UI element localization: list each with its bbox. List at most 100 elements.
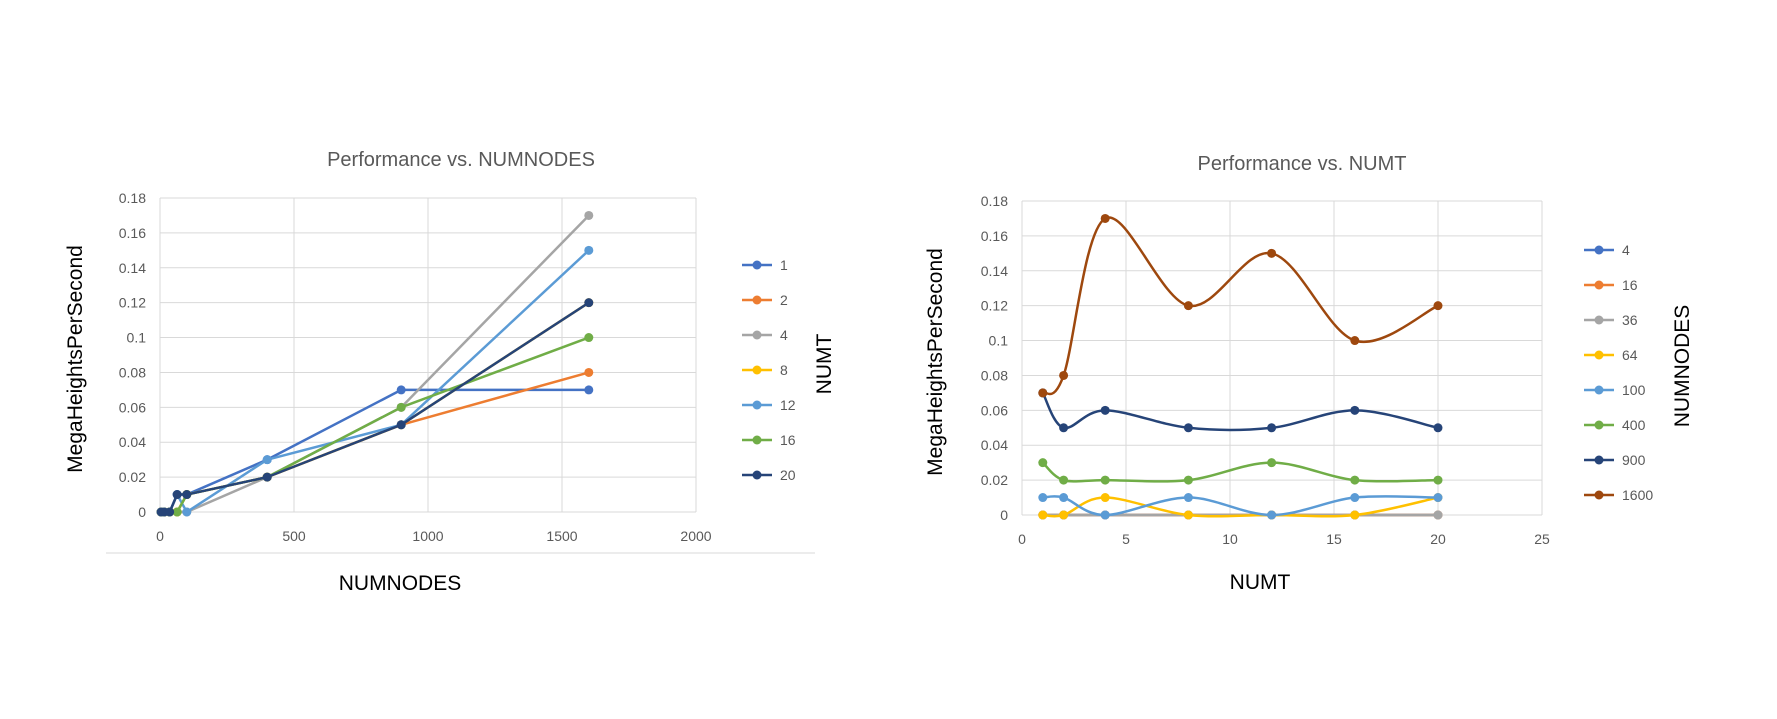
series-12 — [156, 245, 594, 517]
x-tick-label: 25 — [1534, 531, 1550, 547]
data-point — [1350, 336, 1360, 346]
data-point — [1100, 510, 1110, 520]
legend-item: 400 — [1584, 417, 1646, 433]
legend-item: 16 — [742, 432, 796, 448]
legend-swatch-marker — [1594, 350, 1604, 360]
data-point — [1350, 405, 1360, 415]
data-point — [1350, 510, 1360, 520]
legend-item: 100 — [1584, 382, 1646, 398]
x-tick-label: 1500 — [546, 528, 577, 544]
legend-swatch-marker — [752, 330, 762, 340]
legend-label: 16 — [780, 432, 796, 448]
data-point — [1267, 248, 1277, 258]
legend-label: 4 — [1622, 242, 1630, 258]
legend-label: 400 — [1622, 417, 1646, 433]
x-tick-label: 15 — [1326, 531, 1342, 547]
y-tick-label: 0.06 — [981, 402, 1008, 418]
data-point — [1267, 458, 1277, 468]
data-point — [1183, 423, 1193, 433]
data-point — [1038, 388, 1048, 398]
y-tick-label: 0.04 — [981, 437, 1008, 453]
legend-swatch-marker — [1594, 245, 1604, 255]
data-point — [1183, 493, 1193, 503]
data-point — [1183, 475, 1193, 485]
data-point — [1350, 475, 1360, 485]
data-point — [262, 455, 272, 465]
gridlines — [159, 197, 697, 513]
legend-swatch-marker — [1594, 280, 1604, 290]
data-point — [262, 472, 272, 482]
y-tick-label: 0.12 — [119, 295, 146, 311]
legend-label: 1 — [780, 257, 788, 273]
data-point — [172, 490, 182, 500]
y-tick-label: 0.08 — [119, 364, 146, 380]
y-axis-label: MegaHeightsPerSecond — [924, 248, 947, 476]
legend-swatch-marker — [1594, 490, 1604, 500]
x-tick-label: 0 — [1018, 531, 1026, 547]
data-point — [1433, 475, 1443, 485]
data-point — [584, 245, 594, 255]
y-tick-label: 0.08 — [981, 367, 1008, 383]
series-group — [1038, 213, 1443, 520]
legend-swatch-marker — [1594, 315, 1604, 325]
tick-labels: 0 0.02 0.04 0.06 0.08 0.1 0.12 0.14 0.16 0.18 0 5 10… — [981, 193, 1550, 547]
series-line — [159, 388, 591, 514]
legend-label: 36 — [1622, 312, 1638, 328]
legend-item: 2 — [742, 292, 788, 308]
data-point — [1038, 458, 1048, 468]
data-point — [584, 367, 594, 377]
tick-labels: 0 0.02 0.04 0.06 0.08 0.1 0.12 0.14 0.16 0.18 0 500… — [119, 190, 712, 544]
x-tick-label: 2000 — [680, 528, 711, 544]
legend-item: 1 — [742, 257, 788, 273]
legend-item: 36 — [1584, 312, 1638, 328]
data-point — [1100, 405, 1110, 415]
data-point — [1059, 510, 1069, 520]
x-tick-label: 5 — [1122, 531, 1130, 547]
legend-label: 16 — [1622, 277, 1638, 293]
chart-title: Performance vs. NUMT — [1198, 153, 1407, 175]
data-point — [1350, 493, 1360, 503]
performance-vs-numnodes-chart: Performance vs. NUMNODES NUMNODES MegaHe… — [64, 149, 836, 595]
y-tick-label: 0.16 — [119, 225, 146, 241]
series-20 — [156, 298, 594, 517]
y-tick-label: 0 — [1000, 507, 1008, 523]
legend-label: 4 — [780, 327, 788, 343]
legend-label: 8 — [780, 362, 788, 378]
data-point — [584, 298, 594, 308]
legend-swatch-marker — [752, 365, 762, 375]
y-tick-label: 0.18 — [119, 190, 146, 206]
data-point — [1183, 301, 1193, 311]
x-tick-label: 1000 — [412, 528, 443, 544]
data-point — [1433, 493, 1443, 503]
legend-swatch-marker — [752, 400, 762, 410]
data-point — [396, 385, 406, 395]
x-tick-label: 20 — [1430, 531, 1446, 547]
gridlines — [1021, 200, 1543, 516]
y-tick-label: 0.02 — [119, 469, 146, 485]
data-point — [1433, 423, 1443, 433]
data-point — [182, 490, 192, 500]
legend-item: 8 — [742, 362, 788, 378]
legend-label: 64 — [1622, 347, 1638, 363]
data-point — [396, 402, 406, 412]
y-tick-label: 0 — [138, 504, 146, 520]
y-tick-label: 0.04 — [119, 434, 146, 450]
series-group — [156, 210, 594, 517]
legend-item: 4 — [742, 327, 788, 343]
x-axis-label: NUMNODES — [339, 572, 462, 595]
y-tick-label: 0.14 — [981, 263, 1008, 279]
data-point — [1038, 493, 1048, 503]
legend-item: 12 — [742, 397, 796, 413]
data-point — [1433, 510, 1443, 520]
y-tick-label: 0.1 — [127, 330, 147, 346]
y-tick-label: 0.12 — [981, 298, 1008, 314]
data-point — [1059, 493, 1069, 503]
series-1600 — [1038, 213, 1443, 398]
legend-item: 16 — [1584, 277, 1638, 293]
y-tick-label: 0.16 — [981, 228, 1008, 244]
data-point — [1433, 301, 1443, 311]
series-line — [159, 214, 591, 514]
legend-item: 1600 — [1584, 487, 1653, 503]
